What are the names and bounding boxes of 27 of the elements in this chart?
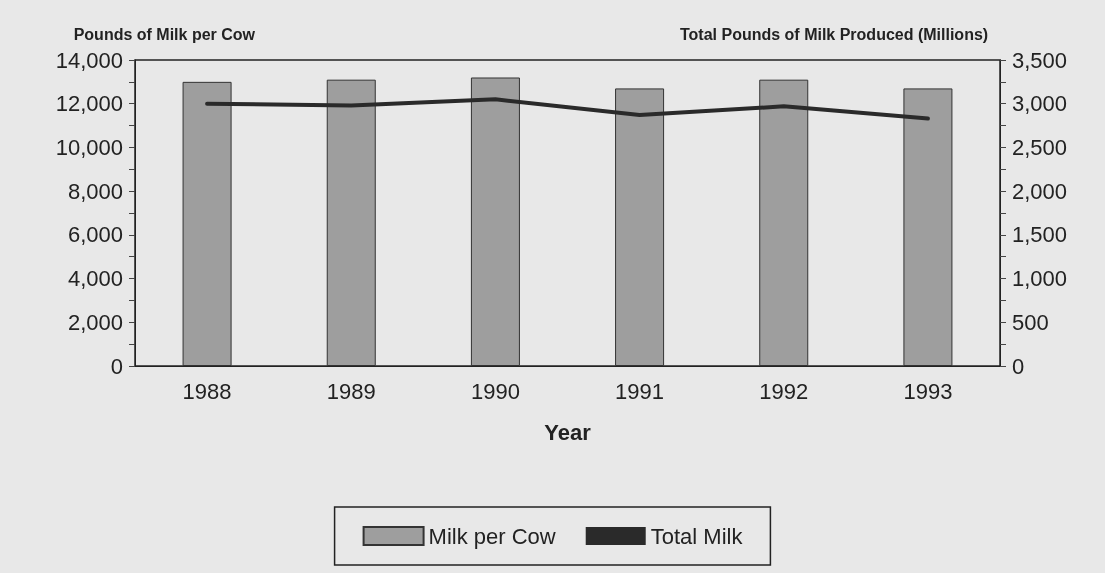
y2-tick-label: 2,000 [1012, 178, 1068, 204]
legend-label: Milk per Cow [428, 523, 556, 549]
x-tick-label: 1991 [615, 378, 665, 404]
y2-tick-label: 3,000 [1012, 91, 1068, 117]
y-tick-label: 0 [110, 353, 123, 379]
x-tick-label: 1988 [182, 378, 232, 404]
y-tick-label: 14,000 [55, 47, 123, 73]
y-tick-label: 10,000 [55, 134, 123, 160]
x-tick-label: 1989 [326, 378, 376, 404]
y-tick-label: 8,000 [67, 178, 123, 204]
y-axis-title: Pounds of Milk per Cow [73, 25, 256, 43]
y-tick-label: 2,000 [67, 309, 123, 335]
y2-tick-label: 500 [1012, 309, 1049, 335]
x-tick-label: 1990 [470, 378, 520, 404]
y-tick-label: 4,000 [67, 266, 123, 292]
y2-tick-label: 1,000 [1012, 266, 1068, 292]
y-tick-label: 6,000 [67, 222, 123, 248]
y2-tick-label: 1,500 [1012, 222, 1068, 248]
y2-tick-label: 2,500 [1012, 134, 1068, 160]
x-axis-title: Year [544, 419, 592, 445]
legend-label: Total Milk [650, 523, 744, 549]
x-tick-label: 1993 [903, 378, 953, 404]
y2-axis-title: Total Pounds of Milk Produced (Millions) [680, 25, 989, 43]
y2-tick-label: 3,500 [1012, 47, 1068, 73]
y2-tick-label: 0 [1012, 353, 1025, 379]
x-tick-label: 1992 [759, 378, 809, 404]
y-tick-label: 12,000 [55, 91, 123, 117]
